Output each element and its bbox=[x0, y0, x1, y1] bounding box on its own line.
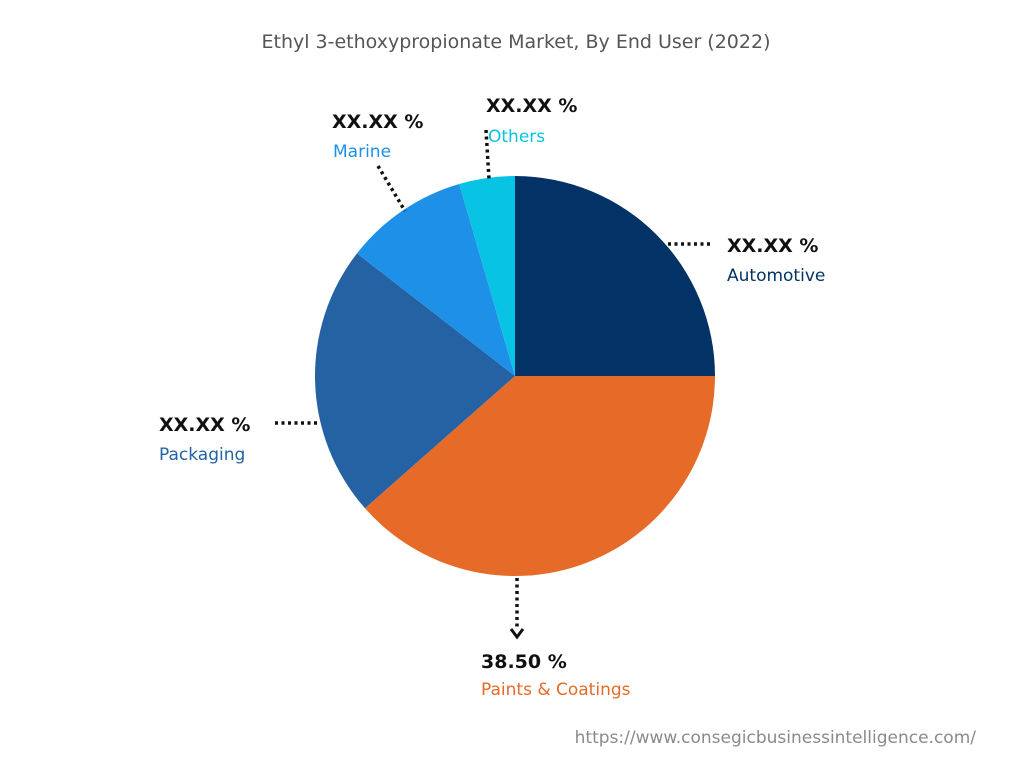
pie-slice-others bbox=[459, 176, 515, 376]
value-label-others: XX.XX % bbox=[486, 95, 577, 117]
pie-slice-marine bbox=[356, 183, 515, 376]
category-label-others: Others bbox=[488, 127, 545, 147]
value-label-packaging: XX.XX % bbox=[159, 414, 250, 436]
leader-line-marine bbox=[376, 165, 407, 212]
category-label-paints-coatings: Paints & Coatings bbox=[481, 680, 631, 700]
pie-slice-automotive bbox=[515, 176, 715, 376]
value-label-paints-coatings: 38.50 % bbox=[481, 651, 567, 673]
leader-lines bbox=[275, 129, 713, 640]
chart-title: Ethyl 3-ethoxypropionate Market, By End … bbox=[261, 31, 770, 53]
leader-arrowhead-paints-coatings bbox=[509, 628, 525, 640]
slice-labels: XX.XX % Automotive 38.50 % Paints & Coating… bbox=[159, 95, 825, 700]
category-label-packaging: Packaging bbox=[159, 445, 245, 465]
pie-slice-packaging bbox=[314, 253, 515, 509]
source-url: https://www.consegicbusinessintelligence… bbox=[575, 728, 977, 748]
category-label-automotive: Automotive bbox=[727, 266, 825, 286]
pie-slice-paints-coatings bbox=[364, 376, 715, 576]
category-label-marine: Marine bbox=[333, 142, 391, 162]
leader-line-others bbox=[484, 129, 491, 180]
value-label-automotive: XX.XX % bbox=[727, 235, 818, 257]
value-label-marine: XX.XX % bbox=[332, 111, 423, 133]
pie-slices bbox=[314, 176, 715, 576]
